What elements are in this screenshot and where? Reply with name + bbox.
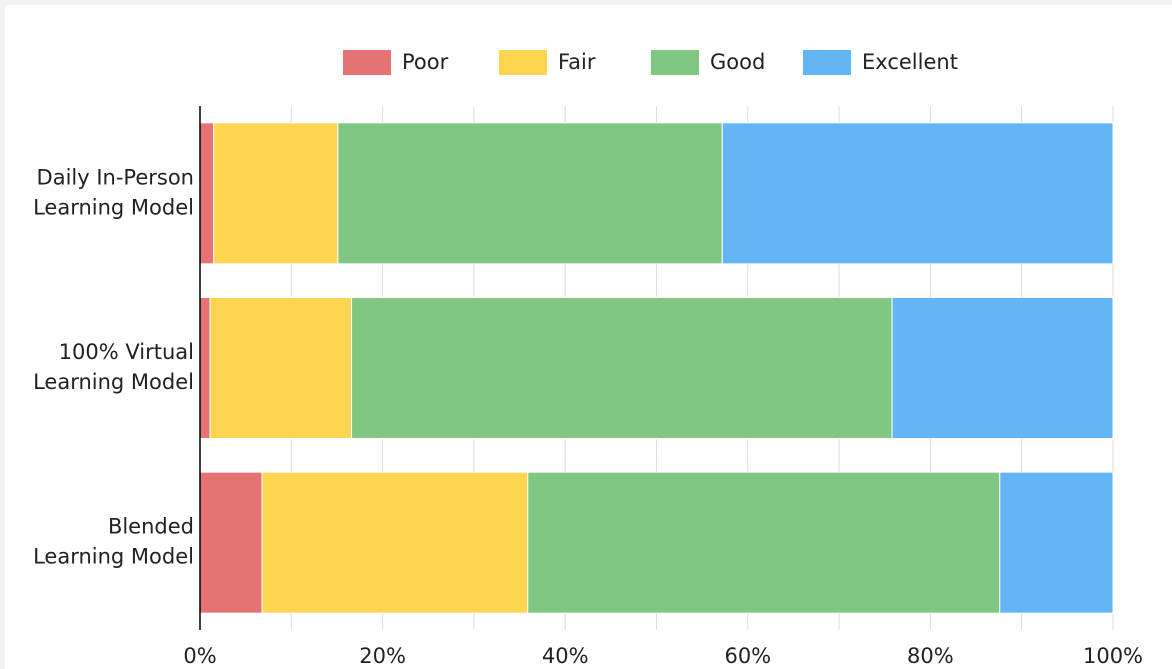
x-tick-label: 80% [907,644,954,668]
y-tick-label: Blended [108,515,194,539]
x-tick-label: 100% [1083,644,1143,668]
bar-segment [199,122,215,265]
legend-swatch [651,50,699,75]
legend-label: Good [710,50,765,74]
y-tick-label: 100% Virtual [59,340,194,364]
legend-label: Poor [402,50,449,74]
bar-segment [209,297,353,439]
legend-swatch [499,50,547,75]
bar-segment [337,122,723,265]
legend-swatch [343,50,391,75]
x-tick-label: 60% [724,644,771,668]
bar-segment [527,471,1001,614]
bar-segment [351,297,893,439]
bar-segment [721,122,1114,265]
legend-label: Excellent [862,50,958,74]
legend-swatch [803,50,851,75]
bar-segment [999,471,1114,614]
bar-segment [199,471,263,614]
y-tick-label: Learning Model [33,545,194,569]
y-tick-label: Learning Model [33,370,194,394]
y-tick-label: Daily In-Person [37,165,194,189]
bar-segment [213,122,339,265]
y-tick-label: Learning Model [33,195,194,219]
x-tick-label: 20% [359,644,406,668]
bar-segment [261,471,529,614]
x-tick-label: 0% [183,644,216,668]
legend-label: Fair [558,50,596,74]
bar-segment [891,297,1114,439]
bar-segment [199,297,211,439]
x-tick-label: 40% [542,644,589,668]
